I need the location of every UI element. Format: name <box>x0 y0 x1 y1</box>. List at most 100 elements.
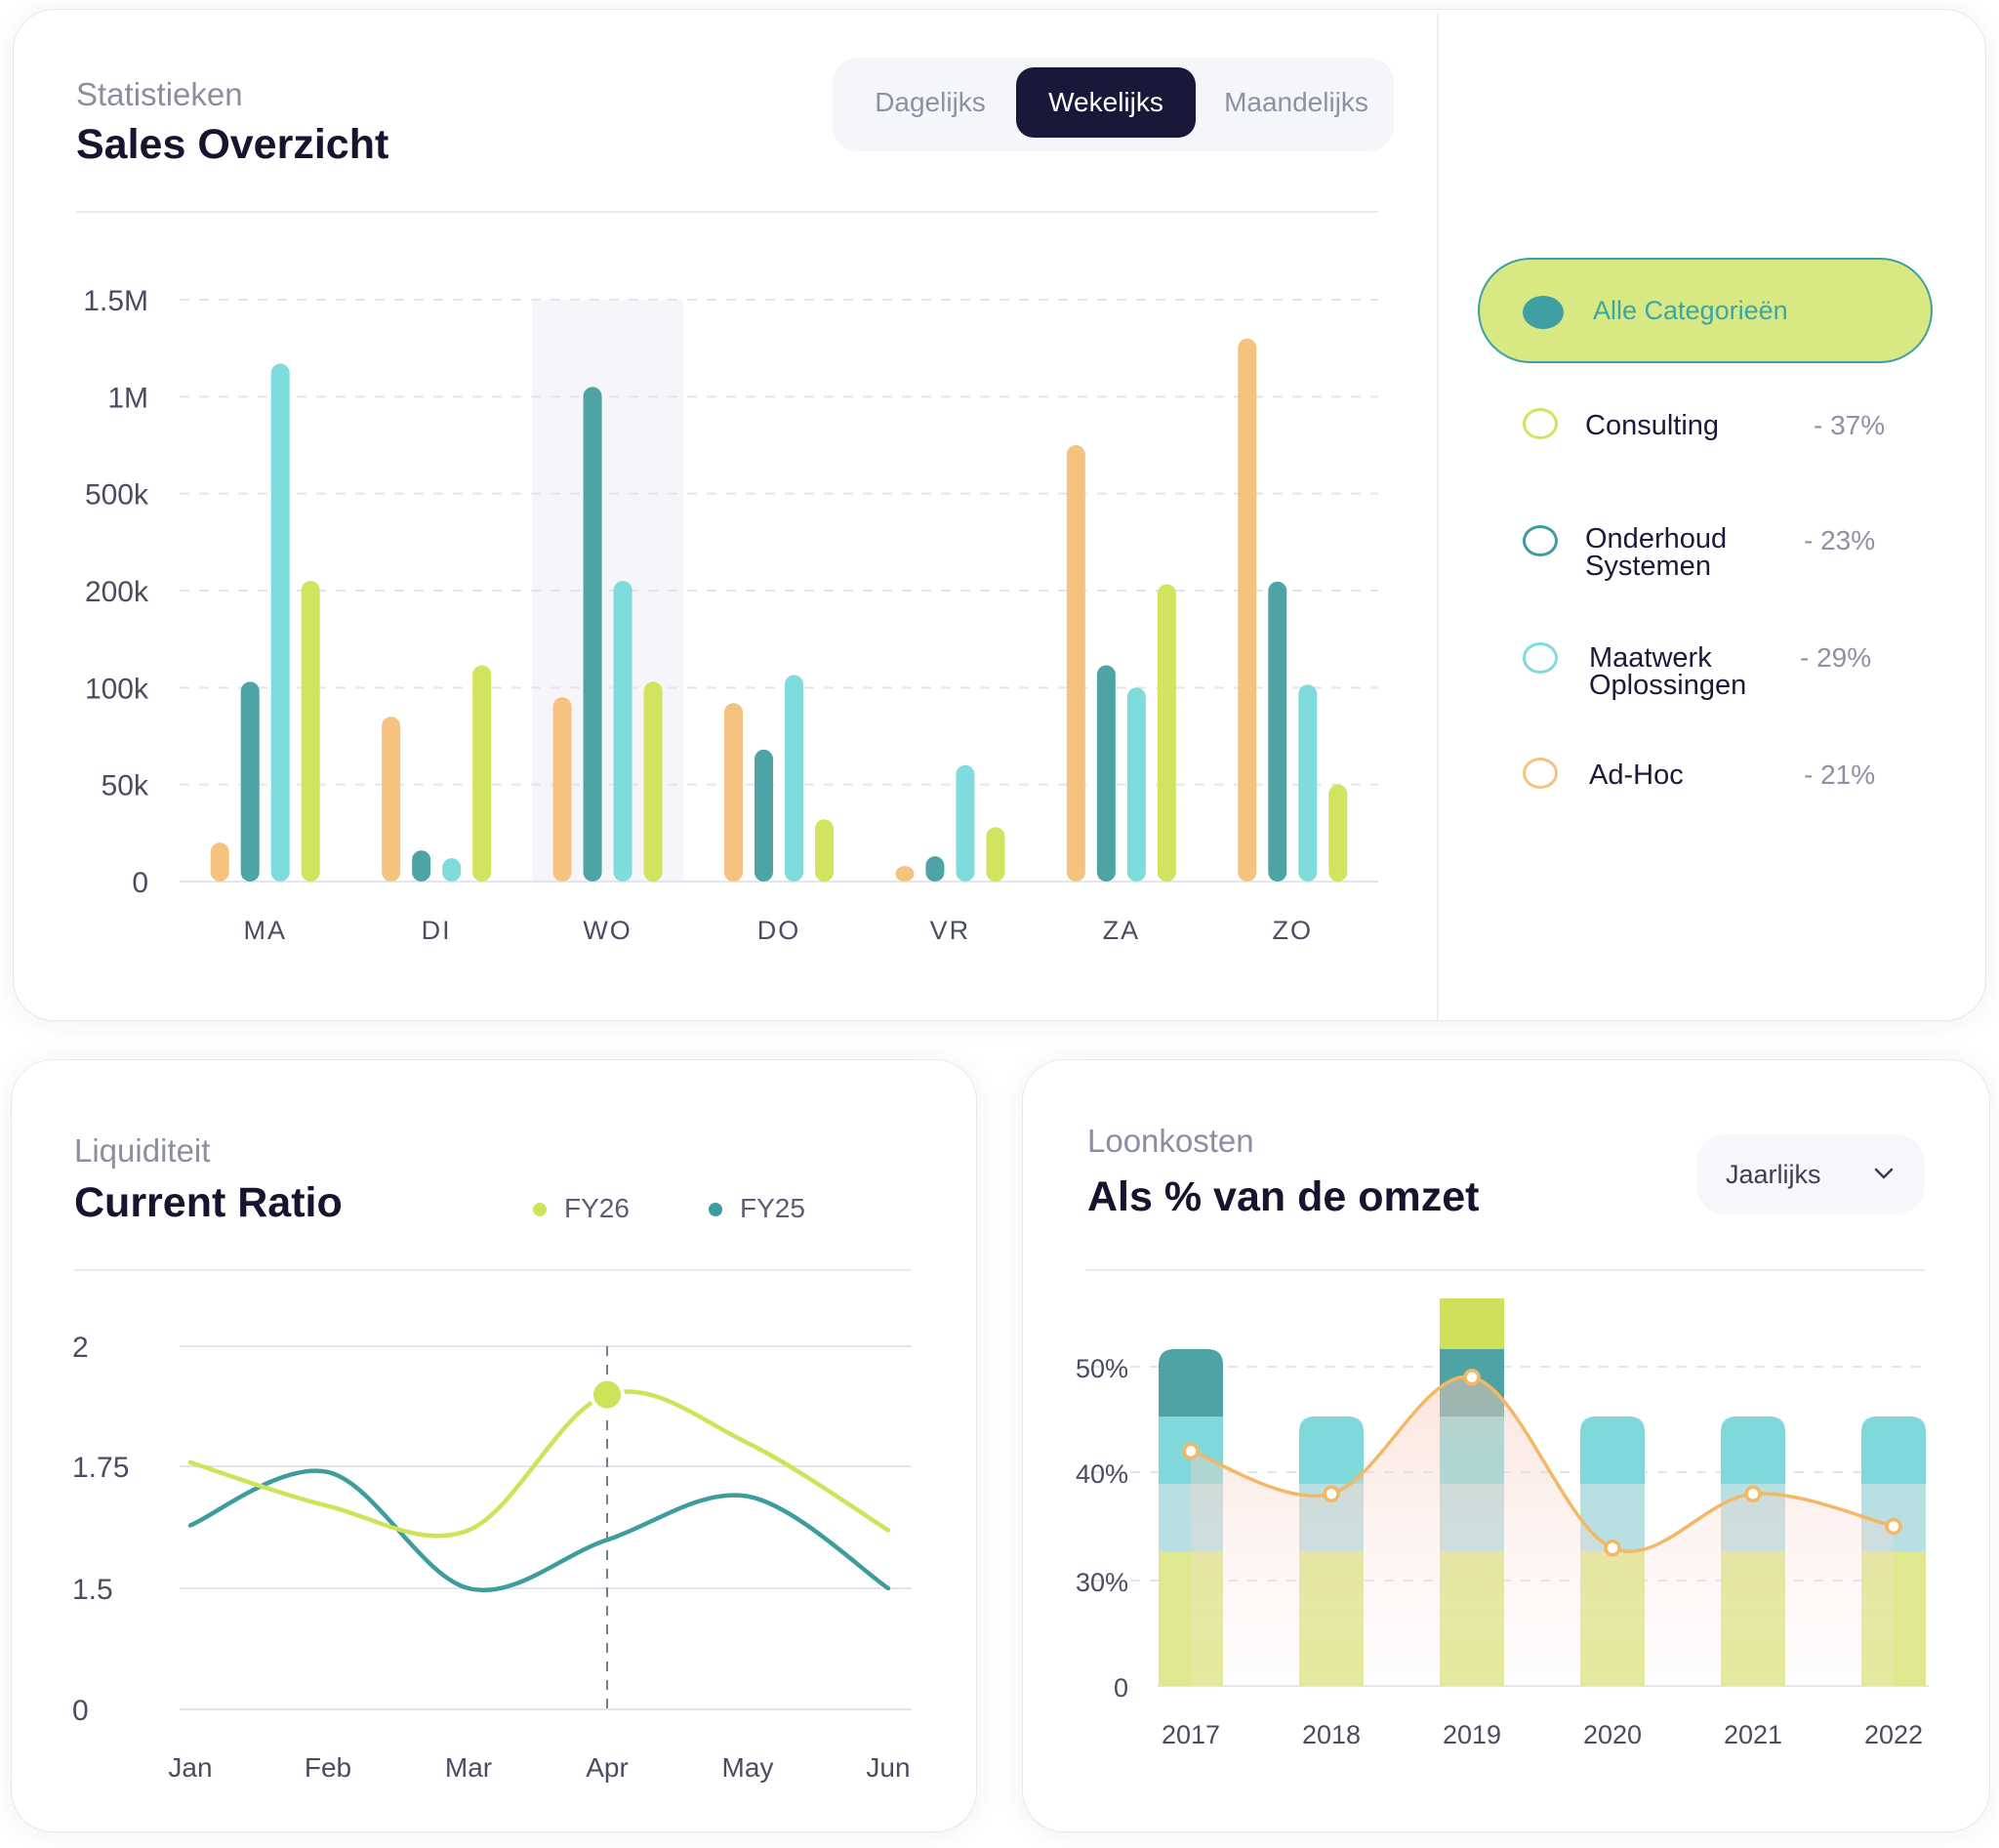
bar <box>1238 338 1257 882</box>
category-item-consulting[interactable]: Consulting - 37% <box>1523 408 1933 447</box>
bar <box>1157 584 1176 882</box>
category-name: Onderhoud Systemen <box>1585 523 1728 582</box>
line-point <box>1182 1442 1200 1460</box>
tab-maandelijks[interactable]: Maandelijks <box>1224 87 1368 117</box>
x-tick-label: Jun <box>866 1752 910 1783</box>
stack-segment <box>1861 1417 1926 1484</box>
line-point <box>1885 1517 1902 1536</box>
period-segmented-control: Dagelijks Wekelijks Maandelijks <box>833 58 1394 151</box>
y-tick-label: 50% <box>1076 1354 1128 1383</box>
bar <box>724 703 743 882</box>
x-tick-label: 2017 <box>1162 1720 1220 1749</box>
line-point <box>1744 1485 1762 1502</box>
stack-segment <box>1580 1417 1645 1484</box>
loon-title: Als % van de omzet <box>1087 1173 1480 1220</box>
bar <box>1298 684 1318 882</box>
loonkosten-stacked-bar-chart: 0 30% 40% 50% 2017 2018 2019 2020 2021 2022 <box>1076 1298 1929 1749</box>
bar <box>1268 581 1287 882</box>
x-tick-label: ZA <box>1103 916 1141 945</box>
bar <box>472 665 492 882</box>
y-tick-label: 100k <box>85 673 149 705</box>
bar <box>815 819 834 882</box>
bar <box>895 866 915 882</box>
category-percent: - 37% <box>1814 410 1886 440</box>
sales-panel-divider <box>1437 14 1439 1020</box>
legend-label: FY25 <box>740 1193 805 1223</box>
y-tick-label: 30% <box>1076 1568 1128 1597</box>
category-all-label: Alle Categorieën <box>1593 296 1788 325</box>
bar <box>986 827 1005 882</box>
x-tick-label: ZO <box>1273 916 1314 945</box>
line-point <box>1463 1369 1481 1386</box>
series-line <box>187 1468 891 1592</box>
sales-subtitle: Statistieken <box>76 76 243 112</box>
ratio-header-divider <box>74 1269 912 1271</box>
line-point <box>1323 1485 1340 1502</box>
legend-dot-icon <box>709 1203 722 1216</box>
x-tick-label: Jan <box>168 1752 212 1783</box>
stack-segment <box>1440 1298 1504 1349</box>
sales-title: Sales Overzicht <box>76 121 389 168</box>
bar <box>552 697 572 882</box>
stack-segment <box>1159 1349 1223 1417</box>
category-item-adhoc[interactable]: Ad-Hoc - 21% <box>1523 758 1933 797</box>
stack-segment <box>1721 1417 1785 1484</box>
x-tick-label: Feb <box>305 1752 351 1783</box>
category-item-onderhoud[interactable]: Onderhoud Systemen - 23% <box>1523 525 1933 584</box>
category-all-button[interactable]: Alle Categorieën <box>1478 258 1933 363</box>
tab-dagelijks[interactable]: Dagelijks <box>875 87 986 117</box>
category-name: Ad-Hoc <box>1589 760 1684 791</box>
highlight-point <box>590 1376 625 1413</box>
bar <box>442 858 462 882</box>
legend-label: FY26 <box>564 1193 630 1223</box>
x-tick-label: VR <box>930 916 971 945</box>
category-percent: - 23% <box>1804 525 1876 555</box>
y-tick-label: 1.5M <box>83 285 148 317</box>
y-tick-label: 0 <box>1114 1673 1128 1703</box>
ratio-subtitle: Liquiditeit <box>74 1132 211 1169</box>
x-tick-label: 2020 <box>1583 1720 1642 1749</box>
current-ratio-line-chart: 0 1.5 1.75 2 Jan Feb Mar Apr May Jun <box>72 1332 912 1783</box>
bar <box>1328 784 1348 882</box>
period-dropdown[interactable]: Jaarlijks <box>1696 1134 1925 1214</box>
bar <box>412 850 431 882</box>
x-tick-label: WO <box>583 916 632 945</box>
bar <box>1096 665 1116 882</box>
loon-subtitle: Loonkosten <box>1087 1123 1254 1159</box>
category-percent: - 29% <box>1800 642 1872 673</box>
bar <box>1066 445 1085 882</box>
bar <box>785 675 803 882</box>
bar <box>210 842 229 882</box>
x-tick-label: 2018 <box>1302 1720 1361 1749</box>
bar <box>1126 687 1146 882</box>
category-ring-icon <box>1523 642 1558 674</box>
series-line <box>187 1389 891 1539</box>
period-dropdown-value: Jaarlijks <box>1726 1160 1821 1189</box>
y-tick-label: 0 <box>132 867 148 899</box>
bar <box>270 363 290 882</box>
tab-wekelijks[interactable]: Wekelijks <box>1016 67 1196 138</box>
y-tick-label: 2 <box>72 1332 89 1364</box>
bar <box>382 717 401 882</box>
current-ratio-card <box>12 1060 976 1831</box>
y-tick-label: 40% <box>1076 1459 1128 1489</box>
x-tick-label: DO <box>757 916 801 945</box>
bar <box>583 387 602 882</box>
y-tick-label: 500k <box>85 479 149 512</box>
category-item-maatwerk[interactable]: Maatwerk Oplossingen - 29% <box>1523 642 1933 701</box>
x-tick-label: DI <box>422 916 452 945</box>
bar <box>240 681 260 882</box>
x-tick-label: MA <box>243 916 287 945</box>
sales-bar-chart: 0 50k 100k 200k 500k 1M 1.5M MA DI WO DO VR ZA ZO <box>83 285 1378 945</box>
x-tick-label: Apr <box>586 1752 629 1783</box>
bar <box>755 749 773 882</box>
x-tick-label: May <box>722 1752 774 1783</box>
x-tick-label: 2019 <box>1443 1720 1501 1749</box>
category-name: Maatwerk Oplossingen <box>1589 642 1747 701</box>
stack-segment <box>1299 1417 1364 1484</box>
bar <box>613 581 632 882</box>
x-tick-label: 2022 <box>1864 1720 1923 1749</box>
x-tick-label: Mar <box>445 1752 492 1783</box>
legend-dot-icon <box>533 1203 547 1216</box>
bar <box>643 681 663 882</box>
